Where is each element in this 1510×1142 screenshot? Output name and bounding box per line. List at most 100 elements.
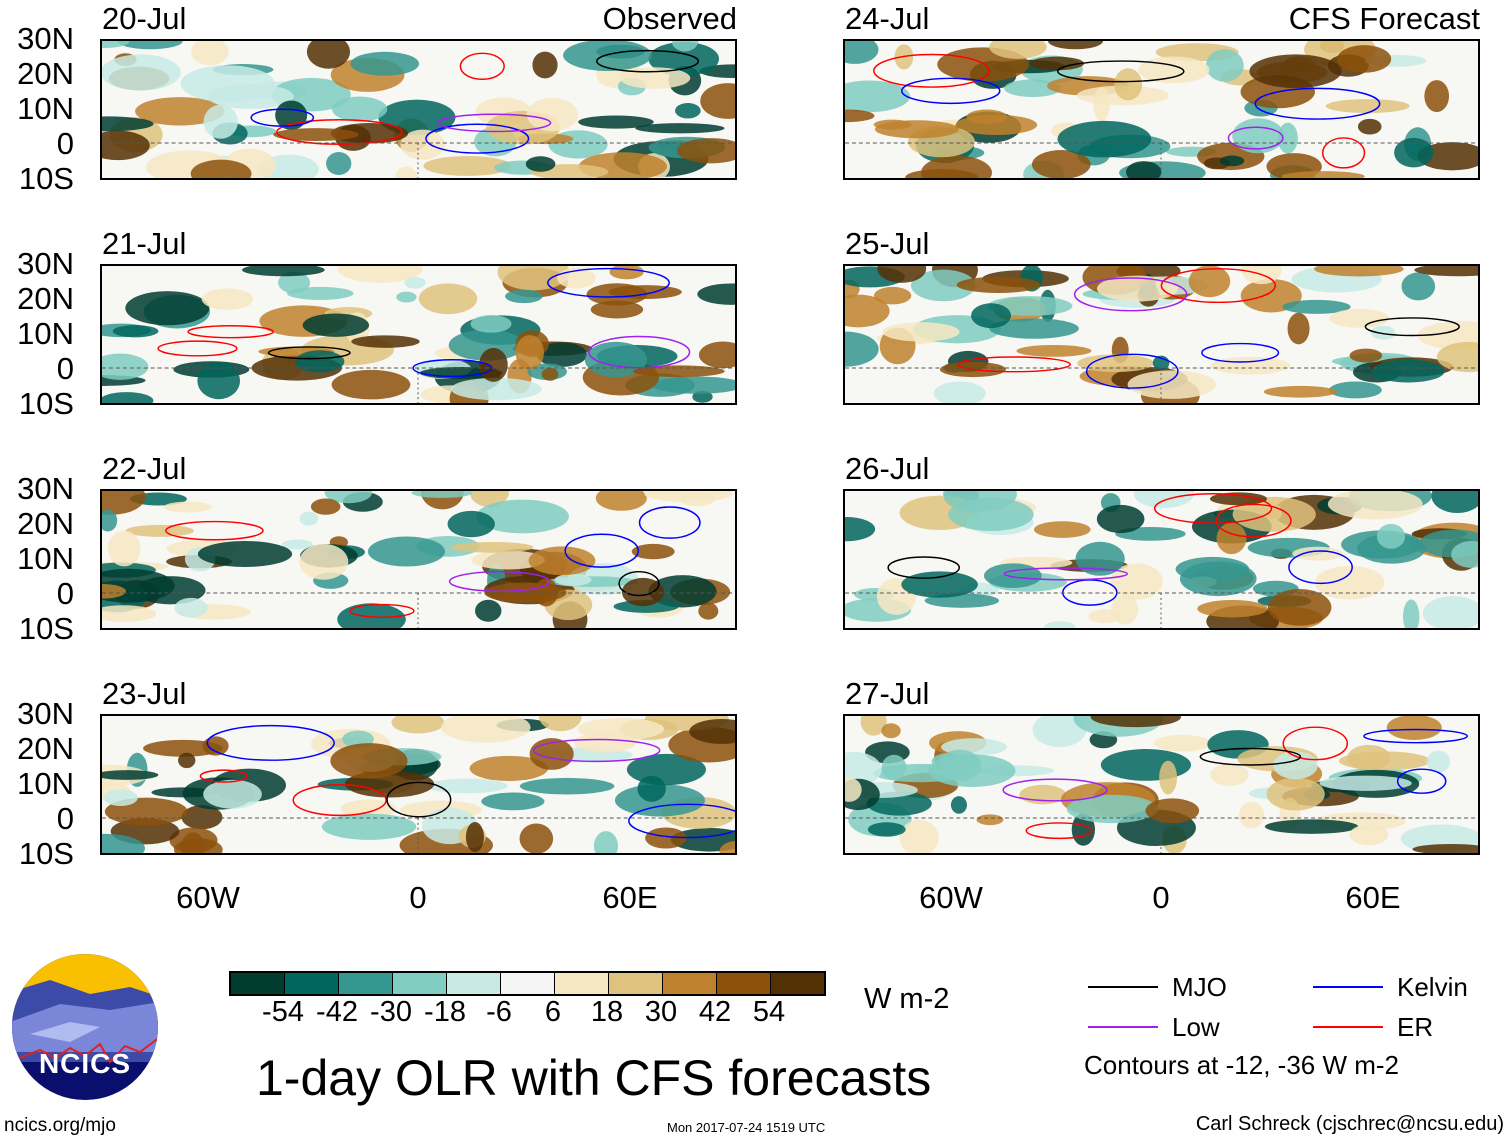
- y-tick-label: 20N: [17, 281, 74, 316]
- olr-anomaly-blob: [470, 315, 512, 333]
- olr-anomaly-blob: [1153, 734, 1211, 752]
- olr-anomaly-blob: [1114, 68, 1143, 101]
- olr-anomaly-blob: [577, 717, 664, 741]
- y-tick-label: 20N: [17, 506, 74, 541]
- olr-anomaly-blob: [330, 123, 409, 144]
- olr-anomaly-blob: [1110, 563, 1163, 600]
- olr-anomaly-blob: [595, 491, 647, 511]
- wave-contour: [1227, 126, 1284, 150]
- olr-anomaly-blob: [586, 283, 648, 306]
- panel-date: 27-Jul: [845, 676, 930, 711]
- y-tick-label: 10N: [17, 91, 74, 126]
- wave-contour: [187, 325, 274, 339]
- olr-anomaly-blob: [1033, 521, 1091, 538]
- olr-anomaly-blob: [427, 778, 508, 794]
- olr-anomaly-blob: [845, 41, 879, 64]
- olr-anomaly-blob: [950, 796, 967, 814]
- olr-anomaly-blob: [1219, 155, 1245, 167]
- y-tick-label: 10S: [18, 386, 74, 421]
- olr-anomaly-blob: [1238, 801, 1265, 829]
- olr-anomaly-blob: [294, 350, 345, 373]
- olr-field: [102, 716, 735, 853]
- olr-field: [102, 266, 735, 403]
- olr-anomaly-blob: [326, 152, 352, 176]
- olr-anomaly-blob: [966, 109, 1008, 124]
- y-tick-label: 20N: [17, 731, 74, 766]
- olr-anomaly-blob: [648, 41, 720, 76]
- olr-anomaly-blob: [350, 51, 420, 76]
- olr-anomaly-blob: [400, 129, 446, 160]
- olr-anomaly-blob: [670, 827, 735, 852]
- colorbar-label: -54: [262, 996, 304, 1028]
- y-tick-label: 30N: [17, 696, 74, 731]
- olr-anomaly-blob: [1048, 41, 1104, 50]
- olr-anomaly-blob: [845, 777, 862, 802]
- olr-anomaly-blob: [1329, 308, 1390, 328]
- panel-date: 26-Jul: [845, 451, 930, 486]
- map-panel: [100, 489, 737, 630]
- wave-contour: [1254, 87, 1381, 120]
- olr-anomaly-blob: [1232, 118, 1285, 154]
- wave-contour: [1002, 778, 1108, 802]
- wave-contour: [250, 108, 315, 127]
- olr-anomaly-blob: [1426, 750, 1451, 773]
- wave-contour: [1056, 60, 1185, 83]
- olr-anomaly-blob: [563, 41, 652, 72]
- olr-anomaly-blob: [910, 269, 976, 302]
- olr-anomaly-blob: [281, 539, 314, 550]
- olr-anomaly-blob: [881, 754, 907, 781]
- olr-anomaly-blob: [619, 67, 691, 89]
- wave-contour: [165, 520, 264, 541]
- x-tick-label: 60E: [1345, 880, 1401, 915]
- x-tick-label: 60W: [176, 880, 240, 915]
- olr-field: [102, 491, 735, 628]
- legend-label: Low: [1172, 1012, 1220, 1042]
- olr-anomaly-blob: [933, 381, 986, 403]
- olr-anomaly-blob: [1370, 325, 1396, 340]
- olr-anomaly-blob: [644, 491, 733, 502]
- wave-contour: [292, 784, 387, 817]
- site-link[interactable]: ncics.org/mjo: [4, 1115, 116, 1136]
- olr-anomaly-blob: [845, 331, 879, 367]
- wave-contour: [547, 267, 670, 298]
- map-panel: [100, 39, 737, 180]
- x-tick-label: 60W: [919, 880, 983, 915]
- olr-anomaly-blob: [1032, 149, 1091, 178]
- olr-anomaly-blob: [873, 286, 912, 305]
- wave-contour: [386, 781, 452, 818]
- y-tick-label: 10S: [18, 836, 74, 871]
- olr-anomaly-blob: [1314, 266, 1404, 277]
- olr-anomaly-blob: [423, 156, 512, 176]
- y-tick-label: 30N: [17, 246, 74, 281]
- olr-anomaly-blob: [135, 97, 225, 126]
- olr-anomaly-blob: [845, 517, 876, 542]
- legend-label: Kelvin: [1397, 972, 1468, 1002]
- olr-field: [102, 41, 735, 178]
- olr-anomaly-blob: [1338, 751, 1431, 771]
- olr-anomaly-blob: [418, 283, 478, 315]
- olr-anomaly-blob: [860, 716, 887, 736]
- wave-contour: [596, 49, 700, 73]
- olr-anomaly-blob: [1232, 496, 1316, 532]
- olr-anomaly-blob: [845, 294, 890, 328]
- colorbar: [229, 971, 826, 996]
- panel-date: 24-Jul: [845, 1, 930, 36]
- olr-anomaly-blob: [1057, 120, 1152, 158]
- olr-anomaly-blob: [479, 347, 508, 382]
- y-tick-label: 0: [56, 801, 74, 836]
- x-tick-label: 60E: [602, 880, 658, 915]
- olr-anomaly-blob: [1043, 621, 1076, 628]
- column-title: CFS Forecast: [1288, 1, 1480, 36]
- olr-anomaly-blob: [948, 497, 1034, 532]
- olr-anomaly-blob: [1337, 45, 1392, 73]
- olr-anomaly-blob: [635, 123, 725, 134]
- olr-anomaly-blob: [102, 584, 127, 599]
- colorbar-label: -42: [316, 996, 358, 1028]
- map-panel: [843, 39, 1480, 180]
- olr-anomaly-blob: [882, 322, 960, 342]
- map-panel: [843, 489, 1480, 630]
- colorbar-swatch: [447, 973, 501, 994]
- olr-anomaly-blob: [203, 104, 238, 139]
- olr-anomaly-blob: [310, 498, 341, 515]
- map-panel: [100, 264, 737, 405]
